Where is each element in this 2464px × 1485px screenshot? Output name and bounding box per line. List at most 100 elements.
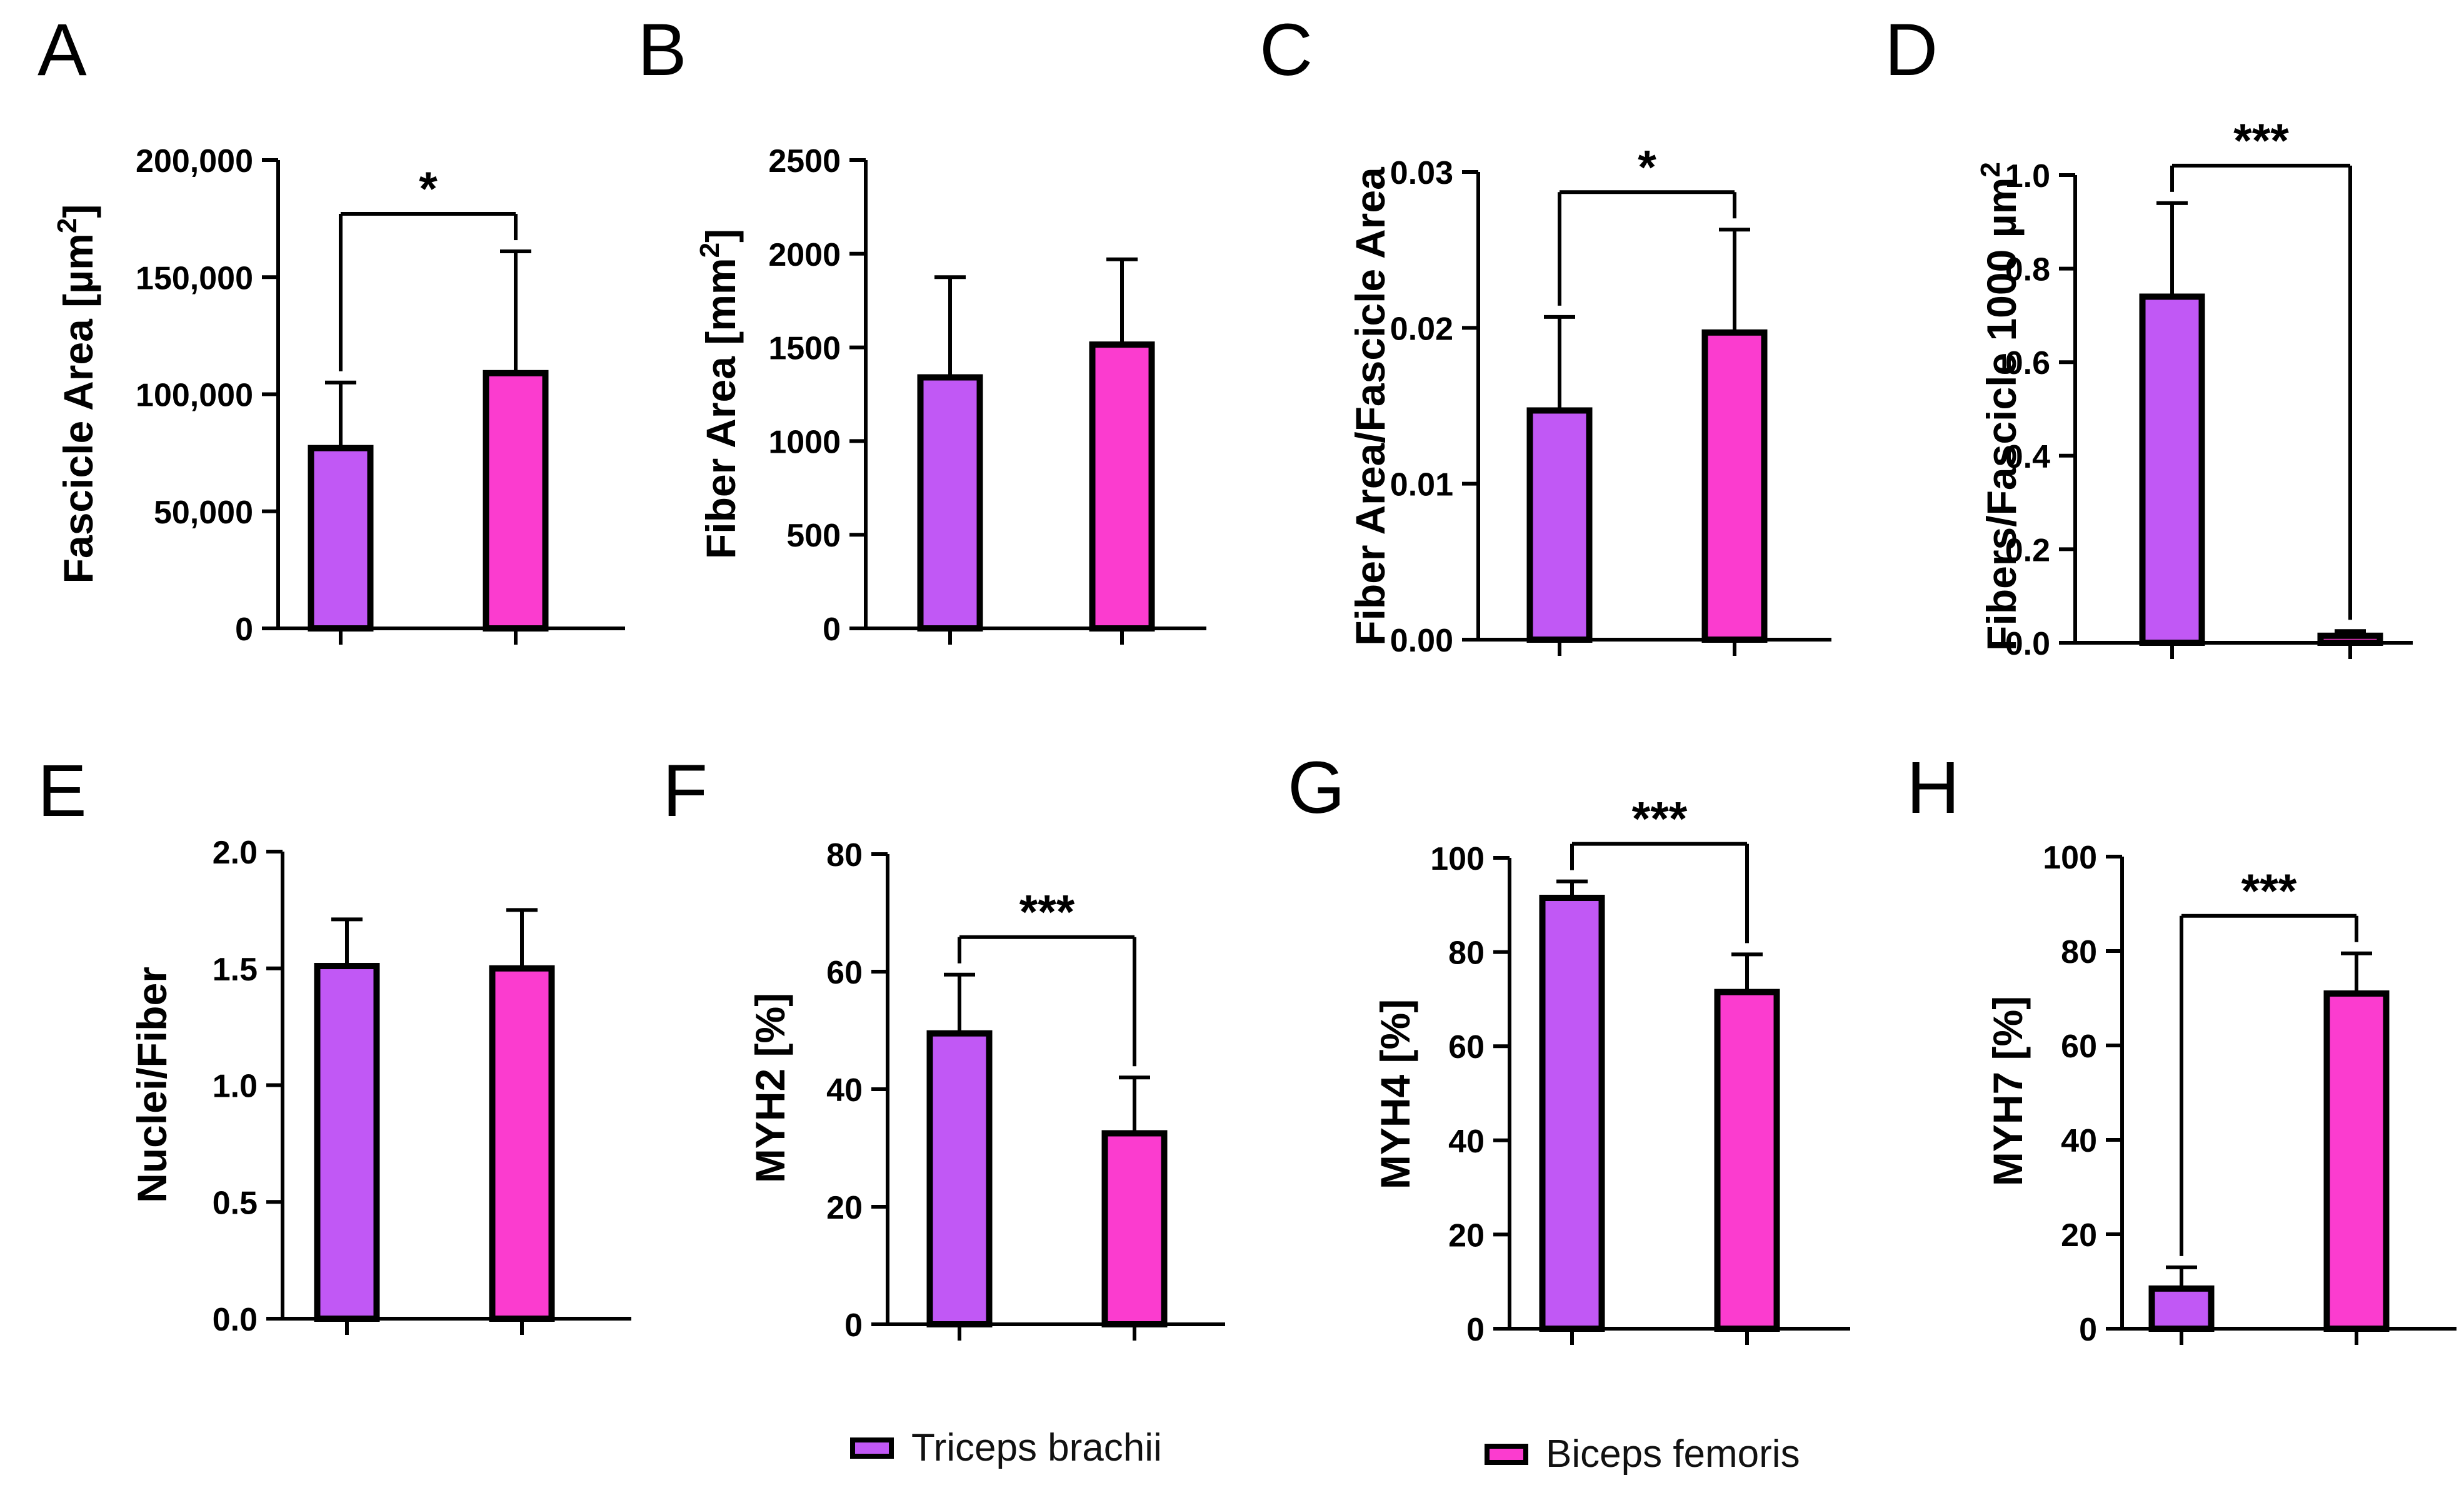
y-tick-label: 80	[826, 837, 863, 873]
y-tick-label: 60	[1448, 1029, 1485, 1065]
y-tick-label: 60	[2061, 1029, 2097, 1065]
legend-label-biceps: Biceps femoris	[1546, 1432, 1800, 1476]
y-axis-label-suffix: ]	[55, 204, 101, 218]
y-axis-label-text: Nuclei/Fiber	[129, 967, 175, 1203]
y-tick-label: 1500	[768, 331, 841, 367]
y-tick-label: 1.5	[213, 952, 258, 988]
bar-triceps	[2148, 1285, 2215, 1332]
bar-biceps	[1701, 329, 1768, 643]
y-axis-label: Fiber Area/Fascicle Area	[1347, 166, 1393, 646]
y-tick-label: 80	[1448, 935, 1485, 972]
bar-triceps	[314, 963, 380, 1322]
y-axis-label-text: Fascicle Area [µm	[55, 233, 101, 583]
y-axis-label: Nuclei/Fiber	[129, 967, 175, 1203]
y-tick-label: 0.4	[2005, 439, 2050, 475]
y-tick-label: 0.0	[2005, 626, 2050, 662]
y-axis-label: Fiber Area [mm2]	[694, 229, 744, 559]
y-axis-label-text: MYH4 [%]	[1372, 999, 1418, 1189]
y-axis-label: Fibers/Fascicle 1000 µm2	[1975, 162, 2025, 651]
y-tick-label: 1.0	[2005, 158, 2050, 194]
bar-biceps	[2323, 990, 2390, 1332]
bar-biceps	[1714, 989, 1780, 1332]
y-tick-label: 100,000	[136, 378, 253, 414]
panel-letter: H	[1906, 747, 1960, 829]
y-tick-label: 0.8	[2005, 252, 2050, 288]
bar-triceps	[926, 1030, 993, 1327]
panel-letter: E	[38, 750, 87, 832]
bar-biceps	[489, 965, 555, 1322]
y-axis-label-superscript: 2	[694, 243, 725, 258]
y-tick-label: 200,000	[136, 143, 253, 179]
bar-triceps	[1539, 895, 1605, 1332]
y-tick-label: 0	[2079, 1312, 2097, 1348]
y-tick-label: 0.00	[1390, 623, 1453, 659]
y-tick-label: 1.0	[213, 1069, 258, 1105]
y-tick-label: 20	[2061, 1217, 2097, 1254]
bar-biceps	[2317, 632, 2383, 647]
y-tick-label: 50,000	[154, 495, 253, 531]
y-tick-label: 0	[823, 612, 841, 648]
y-axis-label-text: Fiber Area/Fascicle Area	[1347, 166, 1393, 646]
y-tick-label: 100	[2043, 840, 2097, 876]
y-axis-label-superscript: 2	[52, 218, 83, 233]
significance-label: ***	[1019, 886, 1075, 939]
legend-item-triceps: Triceps brachii	[850, 1426, 1162, 1470]
y-tick-label: 2000	[768, 237, 841, 273]
panel-b: B Fiber Area [mm2] 0 500 1000 1500 2000 2500	[638, 9, 1206, 648]
significance-label: ***	[1632, 793, 1688, 846]
panel-e: E Nuclei/Fiber 0.0 0.5 1.0 1.5 2.0	[38, 750, 631, 1338]
y-axis-label: MYH2 [%]	[747, 993, 793, 1183]
y-tick-label: 0.01	[1390, 467, 1453, 503]
y-tick-label: 2500	[768, 143, 841, 179]
significance-label: *	[1638, 141, 1656, 194]
y-axis-label-suffix: ]	[698, 229, 744, 243]
y-axis-label: MYH4 [%]	[1372, 999, 1418, 1189]
y-tick-label: 40	[2061, 1123, 2097, 1159]
y-axis-label: Fascicle Area [µm2]	[52, 204, 101, 584]
y-tick-label: 60	[826, 955, 863, 991]
y-tick-label: 500	[786, 518, 841, 554]
significance-label: ***	[2241, 865, 2297, 918]
panel-letter: C	[1260, 9, 1313, 91]
significance-label: ***	[2233, 114, 2289, 168]
y-axis-label-text: Fiber Area [mm	[698, 258, 744, 559]
panel-letter: G	[1288, 747, 1345, 829]
bar-triceps	[308, 445, 374, 632]
y-tick-label: 20	[826, 1190, 863, 1226]
bar-biceps	[1101, 1130, 1168, 1327]
y-tick-label: 1000	[768, 424, 841, 460]
y-tick-label: 0.02	[1390, 311, 1453, 347]
y-axis-label-text: Fibers/Fascicle 1000 µm	[1978, 178, 2025, 651]
y-tick-label: 80	[2061, 934, 2097, 970]
panel-f: F MYH2 [%] 0 20 40 60 80 ***	[663, 750, 1225, 1344]
y-tick-label: 0.5	[213, 1185, 258, 1221]
panel-letter: A	[38, 9, 87, 91]
y-tick-label: 2.0	[213, 835, 258, 871]
bar-triceps	[1526, 407, 1593, 643]
bar-biceps	[483, 370, 549, 632]
legend-label-triceps: Triceps brachii	[911, 1426, 1162, 1469]
legend-item-biceps: Biceps femoris	[1485, 1432, 1800, 1476]
bar-biceps	[1089, 341, 1155, 632]
legend-swatch-triceps	[850, 1437, 894, 1459]
panel-letter: D	[1885, 9, 1938, 91]
y-tick-label: 0	[1466, 1312, 1485, 1348]
y-tick-label: 100	[1430, 841, 1485, 877]
bar-triceps	[2139, 293, 2205, 647]
y-tick-label: 0	[844, 1307, 863, 1344]
y-axis-label-text: MYH2 [%]	[747, 993, 793, 1183]
y-axis-label-superscript: 2	[1975, 162, 2006, 177]
panel-letter: F	[663, 750, 708, 832]
bar-triceps	[917, 374, 983, 632]
y-tick-label: 40	[826, 1072, 863, 1109]
panel-h: H MYH7 [%] 0 20 40 60 80 100 ***	[1906, 747, 2456, 1348]
y-tick-label: 0	[235, 612, 253, 648]
significance-label: *	[419, 163, 438, 216]
y-tick-label: 0.0	[213, 1302, 258, 1338]
y-tick-label: 40	[1448, 1124, 1485, 1160]
y-axis-label: MYH7 [%]	[1985, 996, 2031, 1186]
y-tick-label: 0.2	[2005, 532, 2050, 568]
